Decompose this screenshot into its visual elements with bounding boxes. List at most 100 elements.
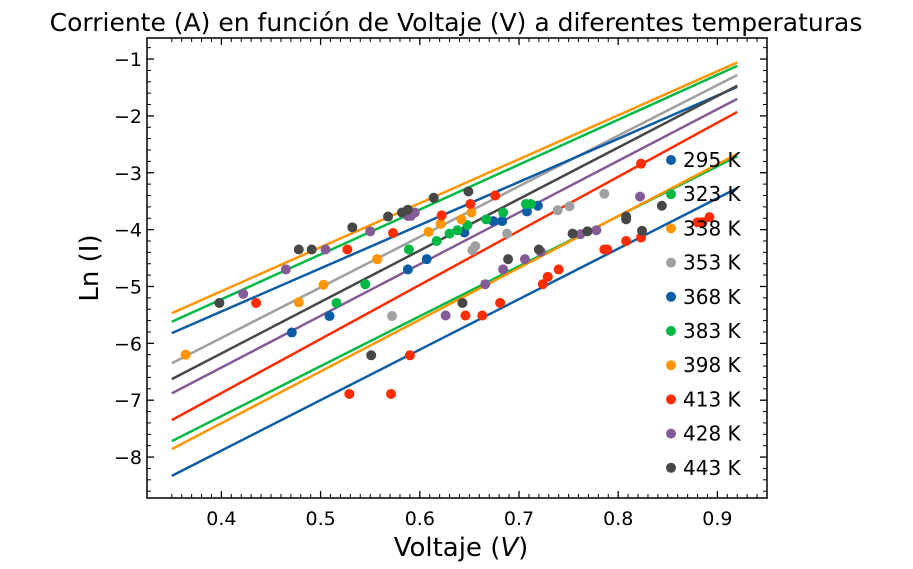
y-tick-label: −6 xyxy=(114,333,142,355)
data-point xyxy=(481,214,492,225)
y-axis-label: Ln (I) xyxy=(75,234,105,301)
legend-marker xyxy=(666,462,676,473)
data-point xyxy=(402,264,413,275)
data-point xyxy=(537,279,548,290)
data-point xyxy=(387,311,398,322)
data-point xyxy=(552,205,563,216)
chart-title: Corriente (A) en función de Voltaje (V) … xyxy=(50,8,863,37)
data-point xyxy=(521,206,532,217)
legend-marker xyxy=(666,360,676,371)
data-point xyxy=(366,350,377,361)
data-point xyxy=(180,349,191,360)
data-point xyxy=(293,297,304,308)
data-point xyxy=(637,225,648,236)
data-point xyxy=(435,218,446,229)
data-point xyxy=(452,225,463,236)
data-point xyxy=(318,279,329,290)
data-point xyxy=(388,228,399,239)
data-point xyxy=(656,200,667,211)
fit-line-7 xyxy=(171,110,738,422)
data-point xyxy=(347,222,358,233)
data-point xyxy=(402,204,413,215)
data-points xyxy=(180,158,715,399)
data-point xyxy=(519,254,530,265)
legend-label: 353 K xyxy=(683,251,742,275)
data-point xyxy=(280,264,291,275)
data-point xyxy=(320,244,331,255)
data-point xyxy=(503,254,514,265)
data-point xyxy=(403,244,414,255)
x-axis-ticks: 0.4 0.5 0.6 0.7 0.8 0.9 xyxy=(171,38,758,530)
data-point xyxy=(704,212,715,223)
data-point xyxy=(480,279,491,290)
legend-marker xyxy=(666,428,676,439)
legend-marker xyxy=(666,326,676,336)
data-point xyxy=(214,297,225,308)
data-point xyxy=(466,207,477,218)
data-point xyxy=(582,226,593,237)
data-point xyxy=(286,327,297,338)
data-point xyxy=(460,310,471,321)
data-point xyxy=(383,211,394,222)
legend: 295 K 323 K 338 K 353 K 368 K 383 K 398 K 413 K… xyxy=(666,148,742,480)
data-point xyxy=(525,199,536,210)
data-point xyxy=(495,297,506,308)
data-point xyxy=(635,191,646,202)
x-axis-label: Voltaje (V) xyxy=(394,533,529,563)
y-tick-label: −3 xyxy=(114,163,142,185)
data-point xyxy=(567,228,578,239)
legend-label: 338 K xyxy=(683,216,742,240)
fit-lines xyxy=(171,61,738,477)
data-point xyxy=(697,217,708,228)
data-point xyxy=(238,288,249,299)
fit-line-6 xyxy=(171,61,738,315)
y-tick-label: −4 xyxy=(114,220,142,242)
data-point xyxy=(324,311,335,322)
x-tick-label: 0.8 xyxy=(603,508,633,530)
y-tick-label: −2 xyxy=(114,106,142,128)
x-tick-label: 0.7 xyxy=(504,508,534,530)
data-point xyxy=(444,228,455,239)
data-point xyxy=(636,158,647,169)
data-point xyxy=(386,388,397,399)
y-tick-label: −8 xyxy=(114,447,142,469)
data-point xyxy=(553,264,564,275)
legend-label: 443 K xyxy=(683,456,742,480)
legend-marker xyxy=(666,257,676,268)
legend-label: 413 K xyxy=(683,387,742,411)
data-point xyxy=(360,279,371,290)
data-point xyxy=(293,244,304,255)
plot-frame xyxy=(146,37,768,499)
data-point xyxy=(564,201,575,212)
data-point xyxy=(497,216,508,227)
fit-line-5 xyxy=(171,64,738,323)
data-point xyxy=(342,244,353,255)
data-point xyxy=(251,297,262,308)
legend-marker xyxy=(666,223,676,234)
x-tick-label: 0.5 xyxy=(305,508,335,530)
data-point xyxy=(591,225,602,236)
fit-line-4 xyxy=(171,85,738,335)
legend-label: 383 K xyxy=(683,319,742,343)
legend-marker xyxy=(666,394,676,405)
data-point xyxy=(365,226,376,237)
data-point xyxy=(621,235,632,246)
y-axis-ticks: −8 −7 −6 −5 −4 −3 −2 −1 xyxy=(114,47,767,492)
data-point xyxy=(306,244,317,255)
x-tick-label: 0.9 xyxy=(702,508,732,530)
legend-label: 295 K xyxy=(683,148,742,172)
data-point xyxy=(431,235,442,246)
data-point xyxy=(498,264,509,275)
data-point xyxy=(498,207,509,218)
data-point xyxy=(490,190,501,201)
data-point xyxy=(599,188,610,199)
data-point xyxy=(533,244,544,255)
data-point xyxy=(331,297,342,308)
legend-label: 368 K xyxy=(683,285,742,309)
data-point xyxy=(404,350,415,361)
data-point xyxy=(421,254,432,265)
x-tick-label: 0.6 xyxy=(405,508,435,530)
y-tick-label: −1 xyxy=(114,49,142,71)
data-point xyxy=(436,210,447,221)
